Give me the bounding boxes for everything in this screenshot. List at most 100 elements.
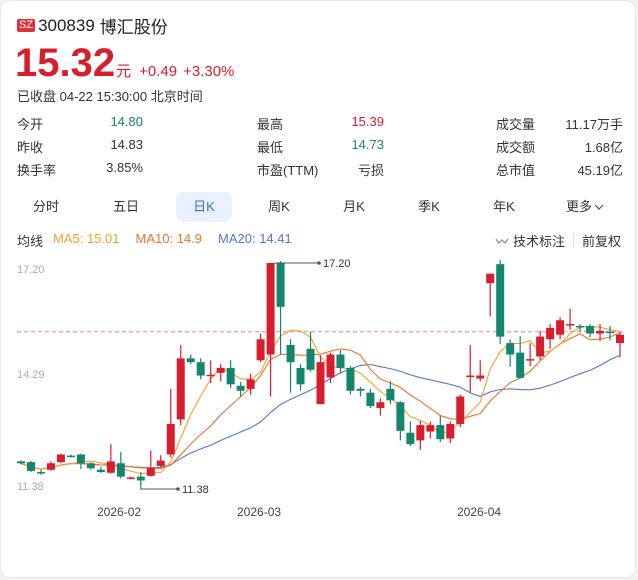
candle[interactable]: [436, 415, 445, 443]
y-tick-label: 14.29: [17, 369, 45, 381]
stat-label: 总市值: [496, 163, 536, 178]
candle[interactable]: [496, 259, 505, 344]
candle[interactable]: [136, 472, 145, 485]
tab-6[interactable]: 年K: [493, 199, 515, 214]
candle[interactable]: [76, 453, 85, 469]
stat-value: 3.85%: [106, 160, 143, 175]
candle[interactable]: [246, 373, 255, 395]
stat-label: 市盈(TTM): [257, 163, 319, 178]
candle[interactable]: [56, 453, 65, 464]
candle[interactable]: [576, 324, 585, 332]
max-marker-dot: [317, 261, 321, 265]
stat-value: 45.19亿: [577, 163, 623, 178]
candle[interactable]: [336, 349, 345, 374]
chart-options: 技术标注 前复权: [495, 231, 621, 250]
candle[interactable]: [206, 360, 215, 384]
candle[interactable]: [236, 382, 245, 397]
min-marker-line: [140, 483, 177, 490]
stat-label: 昨收: [17, 140, 44, 155]
tab-2[interactable]: 日K: [176, 192, 232, 222]
candle[interactable]: [546, 324, 555, 349]
candle[interactable]: [366, 388, 375, 408]
candle[interactable]: [146, 450, 155, 477]
candle[interactable]: [346, 365, 355, 395]
candle[interactable]: [266, 263, 275, 397]
candle[interactable]: [216, 364, 225, 382]
candle[interactable]: [316, 355, 325, 405]
candle[interactable]: [476, 360, 485, 382]
candle[interactable]: [296, 364, 305, 391]
candle[interactable]: [86, 462, 95, 470]
candle[interactable]: [616, 332, 624, 358]
candle[interactable]: [426, 421, 435, 439]
candle[interactable]: [356, 386, 365, 397]
kline-chart[interactable]: 17.20 14.29 11.38 17.20 11.38: [1, 251, 638, 541]
wave-icon: [495, 238, 509, 244]
x-tick-label: 2026-03: [237, 505, 282, 519]
adjust-button[interactable]: 前复权: [581, 234, 621, 249]
tab-3[interactable]: 周K: [268, 199, 290, 214]
stat-value: 11.17万手: [565, 117, 623, 132]
candle[interactable]: [156, 455, 165, 468]
candle[interactable]: [66, 454, 75, 458]
candle[interactable]: [46, 461, 55, 471]
stock-name: 博汇股份: [99, 18, 168, 37]
candle[interactable]: [166, 388, 175, 458]
candle[interactable]: [396, 401, 405, 441]
candle[interactable]: [416, 420, 425, 450]
candle[interactable]: [26, 460, 35, 473]
candle[interactable]: [596, 324, 605, 342]
candle[interactable]: [536, 330, 545, 361]
market-status: 已收盘 04-22 15:30:00 北京时间: [17, 89, 203, 104]
tab-0[interactable]: 分时: [32, 199, 59, 214]
stat-label: 今开: [17, 117, 44, 132]
candle[interactable]: [406, 421, 415, 447]
stat-label: 成交额: [496, 140, 536, 155]
candle[interactable]: [586, 324, 595, 338]
price-change: +0.49: [139, 63, 178, 80]
candle[interactable]: [486, 273, 495, 317]
candle[interactable]: [106, 444, 115, 474]
stat-value: 14.80: [110, 114, 143, 129]
candle[interactable]: [17, 460, 25, 465]
tab-4[interactable]: 月K: [343, 199, 365, 214]
candle[interactable]: [516, 336, 525, 379]
candle[interactable]: [446, 421, 455, 444]
candle[interactable]: [566, 308, 575, 330]
tab-7[interactable]: 更多: [557, 192, 613, 222]
candle[interactable]: [466, 345, 475, 393]
price-unit: 元: [116, 63, 132, 80]
y-tick-label: 11.38: [17, 481, 44, 493]
exchange-badge: SZ: [17, 19, 36, 32]
candle[interactable]: [306, 331, 315, 372]
candle[interactable]: [286, 339, 295, 393]
tab-5[interactable]: 季K: [418, 199, 440, 214]
candle[interactable]: [386, 381, 395, 405]
candle[interactable]: [226, 360, 235, 389]
candle[interactable]: [556, 317, 565, 340]
candle[interactable]: [376, 398, 385, 416]
x-tick-label: 2026-04: [457, 505, 502, 519]
candle[interactable]: [186, 354, 195, 365]
candle[interactable]: [176, 345, 185, 426]
candle[interactable]: [526, 343, 535, 366]
candle[interactable]: [36, 469, 45, 475]
tab-1[interactable]: 五日: [112, 199, 139, 214]
candle[interactable]: [196, 358, 205, 380]
candle[interactable]: [276, 261, 285, 355]
stat-value: 14.83: [110, 137, 143, 152]
candle[interactable]: [456, 394, 465, 428]
candle[interactable]: [256, 333, 265, 363]
candle[interactable]: [126, 476, 135, 480]
stats-row: 昨收 14.83 最低 14.73 成交额 1.68亿: [1, 137, 638, 155]
candle[interactable]: [326, 352, 335, 384]
stock-code: 300839: [38, 15, 95, 35]
tech-annotation-button[interactable]: 技术标注: [495, 231, 565, 250]
candle[interactable]: [506, 339, 515, 367]
price-row: 15.32 元 +0.49 +3.30%: [15, 41, 240, 85]
candle[interactable]: [96, 466, 105, 473]
period-tabs: 分时 五日 日K 周K 月K 季K 年K 更多: [1, 192, 638, 222]
stat-label: 成交量: [496, 117, 536, 132]
candle[interactable]: [116, 451, 125, 479]
candle[interactable]: [606, 325, 615, 341]
